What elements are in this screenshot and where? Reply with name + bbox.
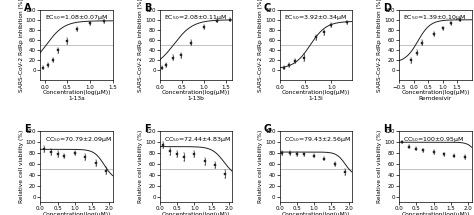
Y-axis label: SARS-CoV-2 RdRp inhibition (%): SARS-CoV-2 RdRp inhibition (%) — [377, 0, 383, 92]
Y-axis label: SARS-CoV-2 RdRp inhibition (%): SARS-CoV-2 RdRp inhibition (%) — [18, 0, 24, 92]
Text: H: H — [383, 124, 392, 134]
Text: E: E — [24, 124, 31, 134]
X-axis label: Concentration(log(μM))
1-13a: Concentration(log(μM)) 1-13a — [42, 90, 111, 101]
Text: CC$_{50}$=100±0.95μM: CC$_{50}$=100±0.95μM — [403, 135, 465, 144]
X-axis label: Concentration(log(μM))
Remdesivir: Concentration(log(μM)) Remdesivir — [401, 90, 470, 101]
X-axis label: Concentration(log(μM))
1-13i: Concentration(log(μM)) 1-13i — [282, 90, 350, 101]
X-axis label: Concentration(log(μM))
1-13b: Concentration(log(μM)) 1-13b — [162, 212, 230, 215]
Text: CC$_{50}$=79.43±2.56μM: CC$_{50}$=79.43±2.56μM — [284, 135, 351, 144]
Text: EC$_{50}$=1.39±0.10μM: EC$_{50}$=1.39±0.10μM — [403, 13, 466, 22]
Text: D: D — [383, 3, 391, 13]
Text: CC$_{50}$=70.79±2.09μM: CC$_{50}$=70.79±2.09μM — [45, 135, 112, 144]
X-axis label: Concentration(log(μM))
1-13a: Concentration(log(μM)) 1-13a — [42, 212, 111, 215]
Y-axis label: SARS-CoV-2 RdRp inhibition (%): SARS-CoV-2 RdRp inhibition (%) — [138, 0, 143, 92]
Text: A: A — [24, 3, 32, 13]
Text: CC$_{50}$=72.44±4.83μM: CC$_{50}$=72.44±4.83μM — [164, 135, 232, 144]
Text: G: G — [264, 124, 272, 134]
Text: EC$_{50}$=2.08±0.11μM: EC$_{50}$=2.08±0.11μM — [164, 13, 228, 22]
X-axis label: Concentration(log(μM))
1-13i: Concentration(log(μM)) 1-13i — [282, 212, 350, 215]
Y-axis label: Relative cell viability (%): Relative cell viability (%) — [377, 130, 383, 203]
Text: EC$_{50}$=3.92±0.34μM: EC$_{50}$=3.92±0.34μM — [284, 13, 347, 22]
Y-axis label: Relative cell viability (%): Relative cell viability (%) — [18, 130, 24, 203]
Text: F: F — [144, 124, 151, 134]
X-axis label: Concentration(log(μM))
Remdesivir: Concentration(log(μM)) Remdesivir — [401, 212, 470, 215]
Text: B: B — [144, 3, 151, 13]
Text: C: C — [264, 3, 271, 13]
Y-axis label: Relative cell viability (%): Relative cell viability (%) — [138, 130, 143, 203]
Y-axis label: Relative cell viability (%): Relative cell viability (%) — [258, 130, 263, 203]
Y-axis label: SARS-CoV-2 RdRp inhibition (%): SARS-CoV-2 RdRp inhibition (%) — [258, 0, 263, 92]
X-axis label: Concentration(log(μM))
1-13b: Concentration(log(μM)) 1-13b — [162, 90, 230, 101]
Text: EC$_{50}$=1.08±0.07μM: EC$_{50}$=1.08±0.07μM — [45, 13, 108, 22]
